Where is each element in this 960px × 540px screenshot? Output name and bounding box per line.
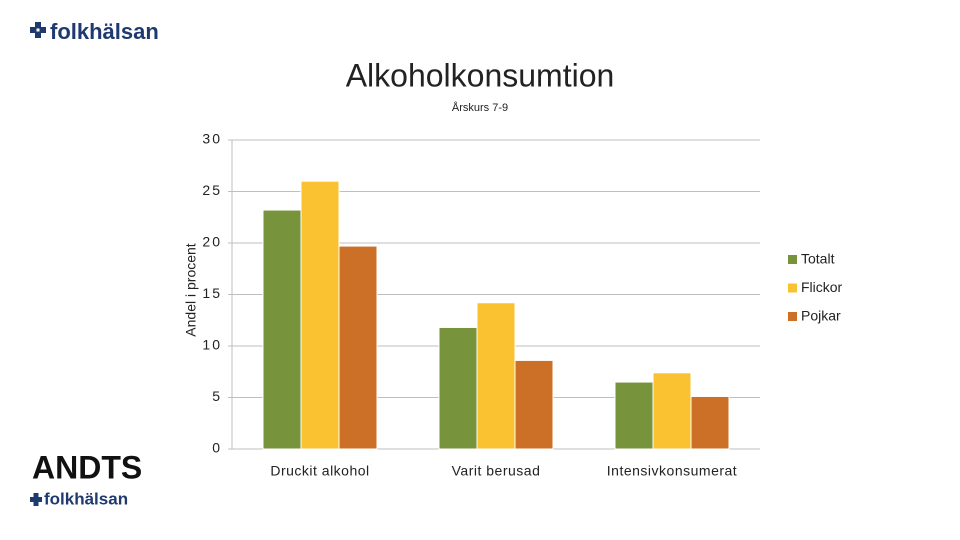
chart-subtitle: Årskurs 7-9 — [452, 101, 508, 114]
legend-label: Flickor — [801, 279, 843, 295]
bar — [652, 372, 692, 450]
bar — [476, 302, 516, 450]
legend-label: Pojkar — [801, 308, 841, 324]
logo-top-icon — [30, 22, 46, 38]
chart-title: Alkoholkonsumtion — [346, 57, 615, 93]
logo-andts: ANDTS — [32, 449, 142, 485]
y-tick-label: 15 — [202, 285, 222, 301]
y-tick-label: 25 — [202, 182, 222, 198]
logo-top: folkhälsan — [50, 19, 159, 44]
bar — [514, 359, 554, 450]
bar — [262, 209, 302, 450]
y-tick-label: 10 — [202, 337, 222, 353]
y-tick-label: 5 — [212, 388, 222, 404]
x-tick-label: Varit berusad — [452, 463, 541, 479]
bar — [300, 180, 340, 450]
bar — [690, 395, 730, 450]
legend-label: Totalt — [801, 251, 835, 267]
x-tick-label: Druckit alkohol — [270, 463, 369, 479]
bar — [438, 326, 478, 450]
y-tick-label: 0 — [212, 440, 222, 456]
legend-swatch — [788, 255, 797, 264]
y-axis-label: Andel i procent — [183, 243, 199, 337]
logo-bottom-icon — [30, 493, 42, 506]
y-tick-label: 30 — [202, 131, 222, 147]
bar — [338, 245, 378, 450]
bar — [614, 381, 654, 450]
logo-bottom: folkhälsan — [44, 489, 128, 508]
y-tick-label: 20 — [202, 234, 222, 250]
legend-swatch — [788, 312, 797, 321]
x-tick-label: Intensivkonsumerat — [607, 463, 737, 479]
legend-swatch — [788, 283, 797, 293]
